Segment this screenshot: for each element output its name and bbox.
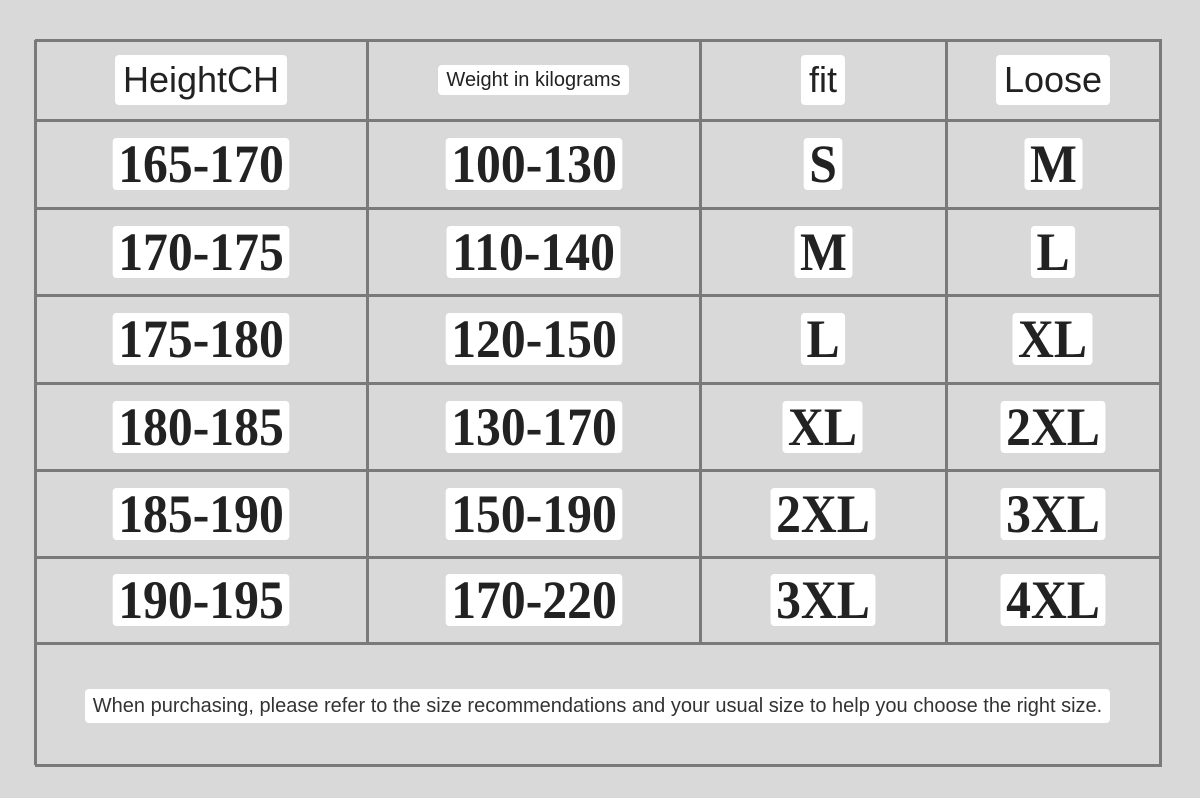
table-cell: HeightCH — [35, 40, 367, 120]
grid-line — [1159, 40, 1162, 765]
table-cell: 165-170 — [35, 120, 367, 208]
grid-line — [35, 119, 1162, 122]
cell-value: 170-175 — [112, 225, 290, 279]
table-cell: 3XL — [946, 470, 1160, 557]
cell-value: L — [800, 312, 846, 366]
grid-line — [35, 294, 1162, 297]
grid-line — [945, 40, 948, 643]
table-cell: 2XL — [946, 383, 1160, 470]
cell-value: S — [803, 137, 843, 191]
table-cell: 3XL — [700, 557, 946, 643]
table-cell: 120-150 — [367, 295, 700, 383]
table-cell: L — [946, 208, 1160, 295]
cell-value: 180-185 — [112, 400, 290, 454]
table-cell: 170-175 — [35, 208, 367, 295]
cell-value: L — [1030, 225, 1076, 279]
table-cell: S — [700, 120, 946, 208]
table-cell: 180-185 — [35, 383, 367, 470]
table-cell: 110-140 — [367, 208, 700, 295]
table-cell: 175-180 — [35, 295, 367, 383]
table-cell: 190-195 — [35, 557, 367, 643]
table-cell: 100-130 — [367, 120, 700, 208]
cell-value: 120-150 — [445, 312, 622, 366]
cell-value: M — [794, 225, 852, 279]
grid-line — [35, 382, 1162, 385]
cell-value: M — [1024, 137, 1082, 191]
table-cell: XL — [946, 295, 1160, 383]
cell-value: 190-195 — [112, 573, 290, 627]
table-cell: L — [700, 295, 946, 383]
table-cell: 185-190 — [35, 470, 367, 557]
cell-value: 4XL — [1000, 573, 1106, 627]
cell-value: 110-140 — [446, 225, 621, 279]
grid-line — [699, 40, 702, 643]
grid-line — [35, 39, 1162, 42]
cell-value: 3XL — [1000, 487, 1106, 541]
header-label: fit — [800, 55, 845, 105]
cell-value: 165-170 — [112, 137, 290, 191]
table-cell: 150-190 — [367, 470, 700, 557]
cell-value: 170-220 — [445, 573, 622, 627]
grid-line — [35, 469, 1162, 472]
cell-value: 100-130 — [445, 137, 622, 191]
table-cell: Weight in kilograms — [367, 40, 700, 120]
note-text: When purchasing, please refer to the siz… — [84, 689, 1111, 723]
table-cell: M — [946, 120, 1160, 208]
cell-value: 150-190 — [445, 487, 622, 541]
table-cell: Loose — [946, 40, 1160, 120]
table-cell: fit — [700, 40, 946, 120]
cell-value: 130-170 — [445, 400, 622, 454]
cell-value: 175-180 — [112, 312, 290, 366]
cell-value: 2XL — [770, 487, 876, 541]
grid-line — [35, 642, 1162, 645]
table-cell: 2XL — [700, 470, 946, 557]
table-cell: 4XL — [946, 557, 1160, 643]
cell-value: XL — [1012, 312, 1094, 366]
grid-line — [35, 556, 1162, 559]
cell-value: 3XL — [770, 573, 876, 627]
table-cell: 170-220 — [367, 557, 700, 643]
cell-value: 2XL — [1000, 400, 1106, 454]
header-label: HeightCH — [114, 55, 288, 105]
cell-value: 185-190 — [112, 487, 290, 541]
header-label: Weight in kilograms — [438, 65, 629, 95]
grid-line — [366, 40, 369, 643]
table-cell: M — [700, 208, 946, 295]
grid-line — [35, 207, 1162, 210]
table-cell: 130-170 — [367, 383, 700, 470]
note-cell: When purchasing, please refer to the siz… — [35, 687, 1160, 725]
header-label: Loose — [995, 55, 1111, 105]
cell-value: XL — [782, 400, 864, 454]
table-cell: XL — [700, 383, 946, 470]
grid-line — [34, 40, 37, 765]
grid-line — [35, 764, 1162, 767]
